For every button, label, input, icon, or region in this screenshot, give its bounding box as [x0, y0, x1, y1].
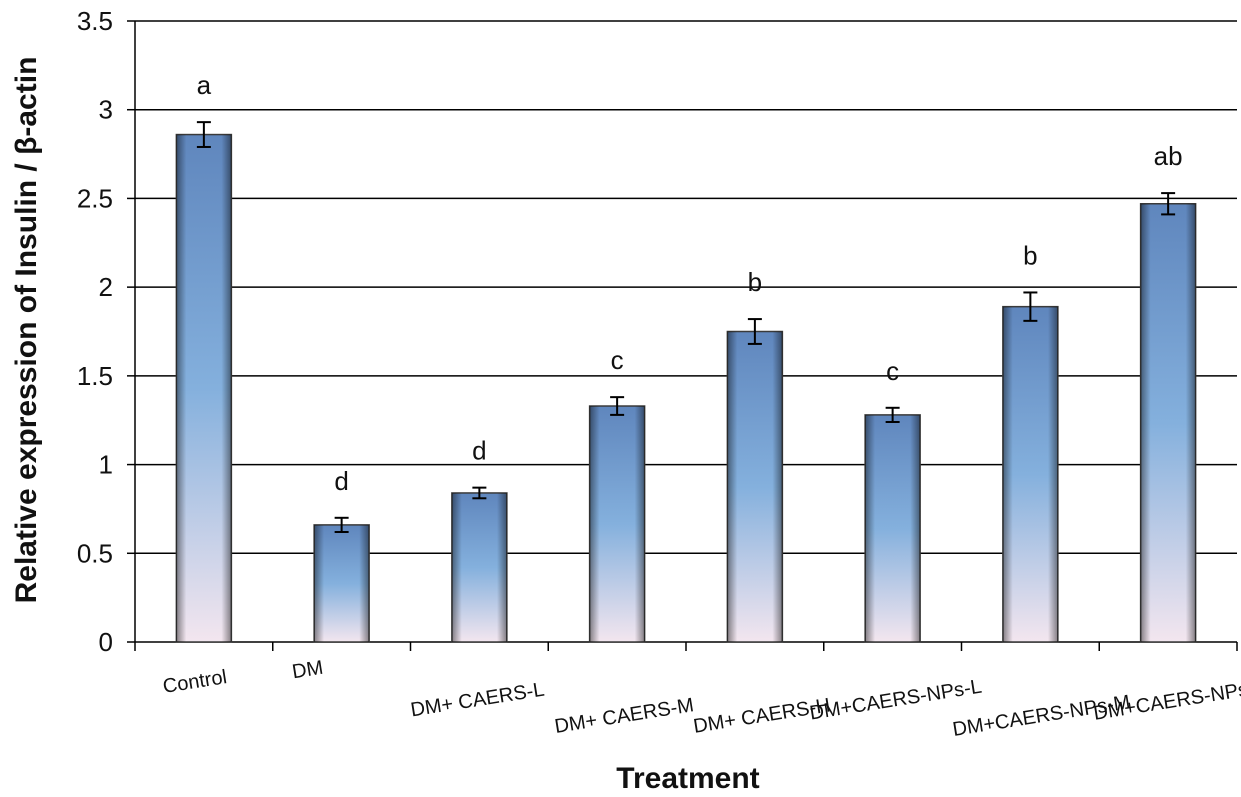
- category-label: DM+CAERS-NPs-L: [808, 676, 983, 725]
- category-label: DM: [291, 657, 325, 684]
- category-label: DM+CAERS-NPs-H: [1092, 675, 1241, 724]
- significance-label: d: [472, 436, 486, 466]
- y-tick-label: 0.5: [77, 538, 113, 568]
- axes: [127, 20, 1238, 651]
- bar-shading: [1002, 306, 1058, 642]
- significance-label: b: [1023, 240, 1037, 270]
- category-label: DM+ CAERS-M: [553, 694, 695, 738]
- bar-shading: [176, 134, 232, 642]
- bar-shading: [589, 406, 645, 642]
- y-tick-label: 3.5: [77, 6, 113, 36]
- bar-shading: [314, 524, 370, 642]
- significance-label: b: [748, 267, 762, 297]
- bar-shading: [1140, 203, 1196, 642]
- significance-label: ab: [1154, 141, 1183, 171]
- significance-label: c: [886, 356, 899, 386]
- y-tick-label: 1: [99, 450, 113, 480]
- bar-shading: [865, 414, 921, 642]
- y-tick-label: 0: [99, 627, 113, 657]
- y-tick-label: 2: [99, 272, 113, 302]
- bar-shading: [451, 492, 507, 642]
- significance-label: c: [611, 345, 624, 375]
- labels: 0 0.5 1 1.5 2 2.5 3 3.5 a Control d DM d DM+ CAERS-L c…: [77, 6, 1241, 741]
- y-axis-title: Relative expression of Insulin / β-actin: [10, 57, 43, 604]
- significance-label: a: [197, 70, 212, 100]
- significance-label: d: [334, 466, 348, 496]
- x-axis-title: Treatment: [616, 762, 759, 795]
- bar-shading: [727, 331, 783, 642]
- gridlines: [135, 20, 1237, 555]
- y-tick-label: 3: [99, 95, 113, 125]
- category-label: Control: [161, 666, 228, 698]
- y-tick-label: 1.5: [77, 361, 113, 391]
- y-tick-label: 2.5: [77, 183, 113, 213]
- bars: [175, 121, 1197, 643]
- category-label: DM+ CAERS-L: [409, 679, 546, 722]
